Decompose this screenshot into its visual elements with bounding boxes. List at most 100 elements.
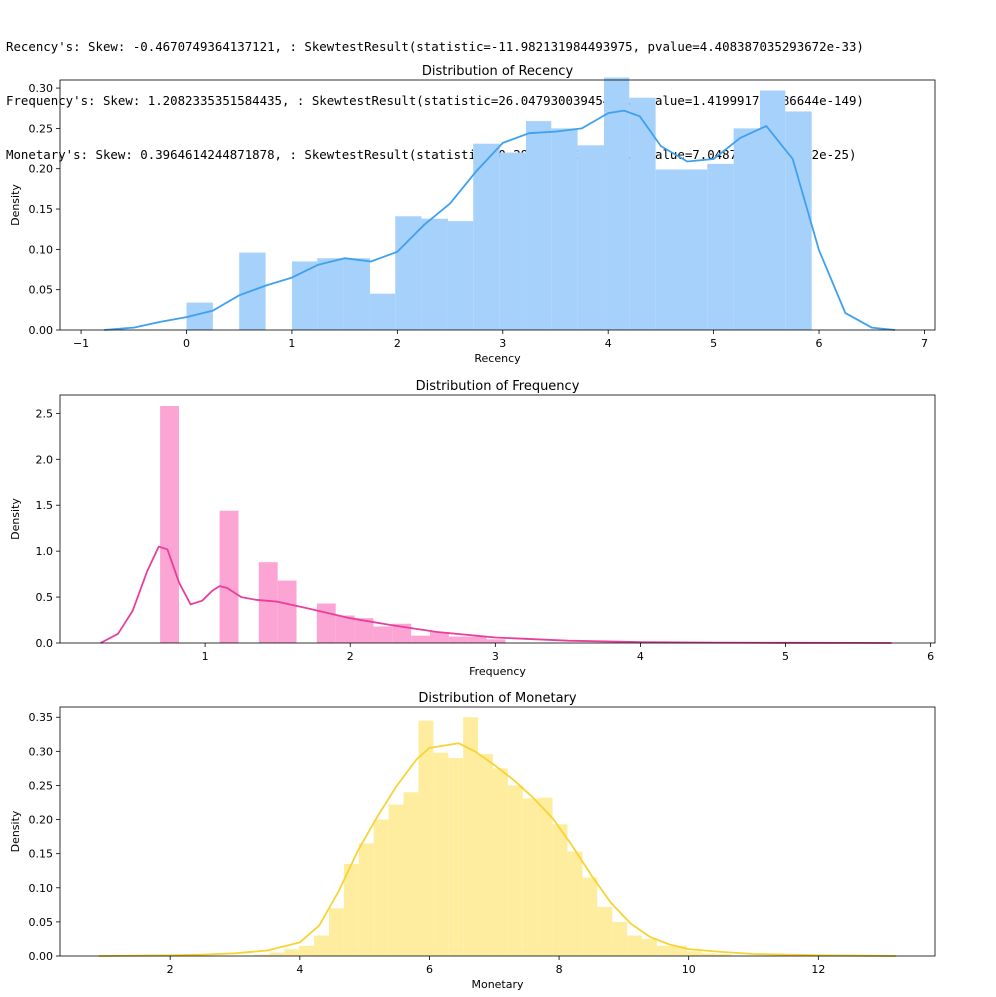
histogram-bar — [421, 218, 448, 330]
y-tick-label: 0.05 — [29, 284, 54, 297]
histogram-bar — [433, 752, 449, 956]
histogram-bar — [395, 216, 422, 330]
y-axis-label: Density — [9, 184, 22, 226]
histogram-bar — [686, 951, 702, 956]
x-tick-label: 4 — [637, 650, 644, 663]
histogram-bar — [316, 603, 336, 643]
y-tick-label: 1.5 — [36, 499, 54, 512]
x-axis-label: Recency — [474, 352, 521, 365]
y-tick-label: 0.25 — [29, 122, 54, 135]
x-tick-label: 12 — [811, 963, 825, 976]
histogram-bar — [448, 636, 468, 643]
y-tick-label: 0.10 — [29, 882, 54, 895]
histogram-bar — [373, 626, 393, 643]
chart-title: Distribution of Frequency — [416, 379, 580, 394]
histogram-bar — [499, 152, 526, 330]
histogram-bars — [254, 717, 732, 956]
x-axis-label: Monetary — [471, 978, 524, 991]
histogram-bar — [392, 623, 412, 643]
histogram-bar — [403, 792, 419, 956]
x-tick-label: 6 — [816, 337, 823, 350]
histogram-bar — [582, 877, 598, 956]
frequency-chart: 1 2 3 4 5 6 0.0 0.5 1.0 1.5 2.0 2.5 Distribution of … — [9, 379, 936, 678]
histogram-bar — [358, 843, 374, 956]
y-tick-label: 0.5 — [36, 591, 54, 604]
histogram-bar — [701, 953, 717, 956]
recency-chart: −1 0 1 2 3 4 5 6 7 0.00 0.05 0.10 0.15 0.20 0.25 0.30 Di… — [9, 64, 936, 365]
monetary-chart: 2 4 6 8 10 12 0.00 0.05 0.10 0.15 0.20 0.25 0.30 0.35… — [9, 691, 936, 991]
y-tick-label: 0.05 — [29, 916, 54, 929]
y-tick-label: 0.10 — [29, 243, 54, 256]
x-tick-label: 7 — [921, 337, 928, 350]
x-tick-label: 1 — [288, 337, 295, 350]
histogram-bar — [160, 406, 179, 643]
x-tick-label: 10 — [682, 963, 696, 976]
y-tick-label: 2.5 — [36, 407, 54, 420]
histogram-bar — [522, 798, 538, 956]
histogram-bar — [343, 863, 359, 956]
histogram-bar — [627, 935, 643, 956]
y-tick-label: 2.0 — [36, 453, 54, 466]
histogram-bar — [299, 945, 315, 956]
histogram-bar — [411, 635, 431, 643]
chart-title: Distribution of Recency — [422, 64, 574, 79]
histogram-bars — [186, 77, 812, 331]
histogram-bar — [473, 143, 500, 330]
y-tick-label: 0.0 — [36, 637, 54, 650]
histogram-bars — [160, 406, 506, 643]
x-tick-label: 6 — [927, 650, 934, 663]
x-tick-label: 0 — [183, 337, 190, 350]
kde-line — [98, 742, 897, 957]
x-tick-label: 8 — [556, 963, 563, 976]
histogram-bar — [486, 639, 506, 643]
histogram-bar — [760, 90, 786, 330]
y-tick-label: 0.20 — [29, 814, 54, 827]
x-tick-label: 3 — [492, 650, 499, 663]
histogram-bar — [507, 785, 523, 956]
histogram-bar — [478, 754, 493, 956]
histogram-bar — [448, 758, 464, 956]
histogram-bar — [656, 945, 672, 956]
histogram-bar — [254, 954, 270, 956]
histogram-bar — [291, 261, 318, 330]
histogram-bar — [418, 720, 434, 956]
histogram-bar — [463, 717, 479, 956]
histogram-bar — [567, 851, 583, 956]
x-tick-label: 3 — [499, 337, 506, 350]
y-tick-label: 1.0 — [36, 545, 54, 558]
histogram-bar — [335, 615, 355, 643]
histogram-bar — [552, 824, 568, 956]
histogram-bar — [577, 145, 604, 330]
histogram-bar — [642, 938, 657, 956]
kde-line — [104, 109, 895, 331]
x-tick-label: 2 — [167, 963, 174, 976]
histogram-bar — [314, 935, 329, 956]
histogram-bar — [612, 921, 628, 956]
histogram-bar — [277, 580, 297, 643]
y-tick-label: 0.00 — [29, 324, 54, 337]
axes-frame — [59, 706, 936, 957]
y-tick-label: 0.30 — [29, 82, 54, 95]
histogram-bar — [269, 952, 285, 956]
x-tick-label: 6 — [426, 963, 433, 976]
x-tick-label: 4 — [605, 337, 612, 350]
histogram-bar — [671, 945, 687, 956]
histogram-bar — [733, 128, 760, 330]
histogram-bar — [681, 169, 708, 330]
axes-frame — [59, 79, 936, 331]
x-tick-label: 5 — [710, 337, 717, 350]
y-tick-label: 0.15 — [29, 203, 54, 216]
x-tick-label: 4 — [296, 963, 303, 976]
output-line-frequency: Frequency's: Skew: 1.2082335351584435, :… — [6, 93, 864, 108]
histogram-bar — [258, 562, 278, 643]
x-axis-label: Frequency — [469, 665, 526, 678]
histogram-bar — [551, 128, 578, 330]
histogram-bar — [219, 510, 239, 643]
histogram-bar — [373, 819, 389, 956]
y-tick-label: 0.15 — [29, 848, 54, 861]
histogram-bar — [597, 906, 613, 956]
chart-title: Distribution of Monetary — [418, 691, 576, 706]
x-tick-label: 2 — [347, 650, 354, 663]
y-tick-label: 0.20 — [29, 163, 54, 176]
histogram-bar — [492, 768, 508, 956]
